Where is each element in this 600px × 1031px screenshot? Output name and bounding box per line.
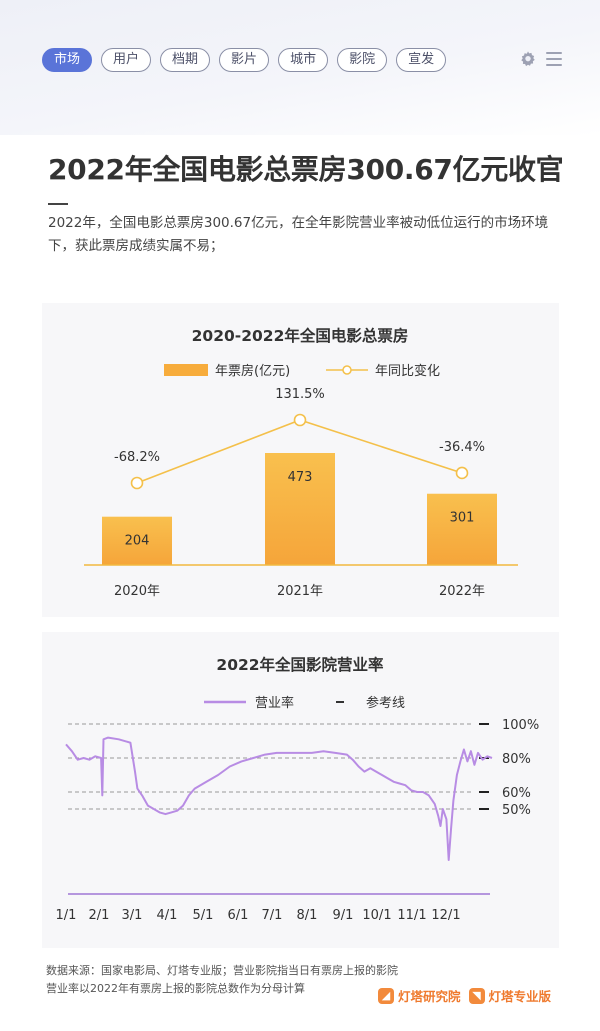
- brand-dengta-pro: ◥ 灯塔专业版: [468, 986, 551, 1005]
- x-tick-label: 10/1: [362, 908, 391, 923]
- x-tick-label: 2/1: [89, 908, 110, 923]
- x-tick-label: 7/1: [262, 908, 283, 923]
- box-office-chart-card: 2020-2022年全国电影总票房 年票房(亿元) 年同比变化 204 473 30…: [42, 303, 559, 617]
- category-label: 2020年: [114, 584, 160, 599]
- reference-label: 100%: [502, 718, 539, 733]
- legend-bar-swatch: [164, 364, 208, 376]
- box-office-chart: 2020-2022年全国电影总票房 年票房(亿元) 年同比变化 204 473 30…: [84, 326, 518, 599]
- legend-ref-label: 参考线: [366, 695, 405, 711]
- bar-2021年: [265, 453, 335, 565]
- x-tick-label: 1/1: [56, 908, 77, 923]
- tab-1[interactable]: 市场: [42, 48, 93, 72]
- intro-paragraph: 2022年，全国电影总票房300.67亿元，在全年影院营业率被动低位运行的市场环…: [48, 215, 549, 254]
- yoy-point: [293, 413, 307, 427]
- x-tick-label: 11/1: [397, 908, 426, 923]
- bar-value-label: 473: [288, 470, 313, 485]
- reference-label: 50%: [502, 803, 531, 818]
- x-tick-label: 4/1: [157, 908, 178, 923]
- legend-bar-label: 年票房(亿元): [215, 363, 290, 379]
- x-tick-label: 3/1: [122, 908, 143, 923]
- x-tick-label: 6/1: [228, 908, 249, 923]
- yoy-value-label: -68.2%: [114, 450, 160, 465]
- reference-label: 80%: [502, 752, 531, 767]
- chart2-title: 2022年全国影院营业率: [216, 655, 384, 674]
- yoy-value-label: 131.5%: [275, 387, 325, 402]
- menu-icon[interactable]: [546, 52, 562, 66]
- tab-3[interactable]: 档期: [160, 48, 211, 72]
- bar-value-label: 204: [125, 534, 150, 549]
- gear-icon[interactable]: [519, 50, 537, 68]
- legend-rate-label: 营业率: [255, 695, 294, 711]
- yoy-point: [130, 476, 144, 490]
- tab-7[interactable]: 宣发: [396, 48, 447, 72]
- category-label: 2021年: [277, 584, 323, 599]
- bar-2022年: [427, 493, 497, 565]
- yoy-point: [455, 466, 469, 480]
- tab-5[interactable]: 城市: [278, 48, 329, 72]
- source-line-1: 数据来源：国家电影局、灯塔专业版；营业影院指当日有票房上报的影院: [46, 964, 398, 977]
- category-tabs: 市场 用户 档期 影片 城市 影院 宣发: [42, 48, 447, 72]
- legend-line-label: 年同比变化: [375, 363, 440, 379]
- operating-rate-line: [65, 736, 493, 861]
- brand-logos: ◢ 灯塔研究院 ◥ 灯塔专业版: [378, 986, 551, 1005]
- tab-4[interactable]: 影片: [219, 48, 270, 72]
- title-divider: [48, 203, 68, 205]
- legend-line-marker: [342, 365, 352, 375]
- bar-2020年: [102, 516, 172, 565]
- chart1-title: 2020-2022年全国电影总票房: [192, 326, 409, 345]
- data-source-note: 数据来源：国家电影局、灯塔专业版；营业影院指当日有票房上报的影院 营业率以202…: [46, 962, 436, 998]
- x-tick-label: 9/1: [333, 908, 354, 923]
- toolbar-icons: [519, 50, 562, 68]
- x-tick-label: 12/1: [431, 908, 460, 923]
- x-tick-label: 5/1: [193, 908, 214, 923]
- bar-value-label: 301: [450, 511, 475, 526]
- source-line-2: 营业率以2022年有票房上报的影院总数作为分母计算: [46, 982, 305, 995]
- reference-label: 60%: [502, 786, 531, 801]
- category-label: 2022年: [439, 584, 485, 599]
- tab-6[interactable]: 影院: [337, 48, 388, 72]
- brand-dengta-research: ◢ 灯塔研究院: [378, 986, 461, 1005]
- operating-rate-chart: 2022年全国影院营业率 营业率 参考线 100% 80% 60% 50% 1/1 2/…: [56, 655, 540, 923]
- dengta-pro-logo-icon: ◥: [468, 987, 485, 1004]
- operating-rate-chart-card: 2022年全国影院营业率 营业率 参考线 100% 80% 60% 50% 1/1 2/…: [42, 632, 559, 948]
- tab-2[interactable]: 用户: [101, 48, 152, 72]
- yoy-value-label: -36.4%: [439, 440, 485, 455]
- page-title: 2022年全国电影总票房300.67亿元收官: [48, 153, 564, 186]
- x-tick-label: 8/1: [297, 908, 318, 923]
- dengta-research-logo-icon: ◢: [378, 987, 394, 1004]
